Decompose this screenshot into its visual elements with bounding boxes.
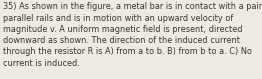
Text: 35) As shown in the figure, a metal bar is in contact with a pair of
parallel ra: 35) As shown in the figure, a metal bar … (3, 2, 262, 68)
